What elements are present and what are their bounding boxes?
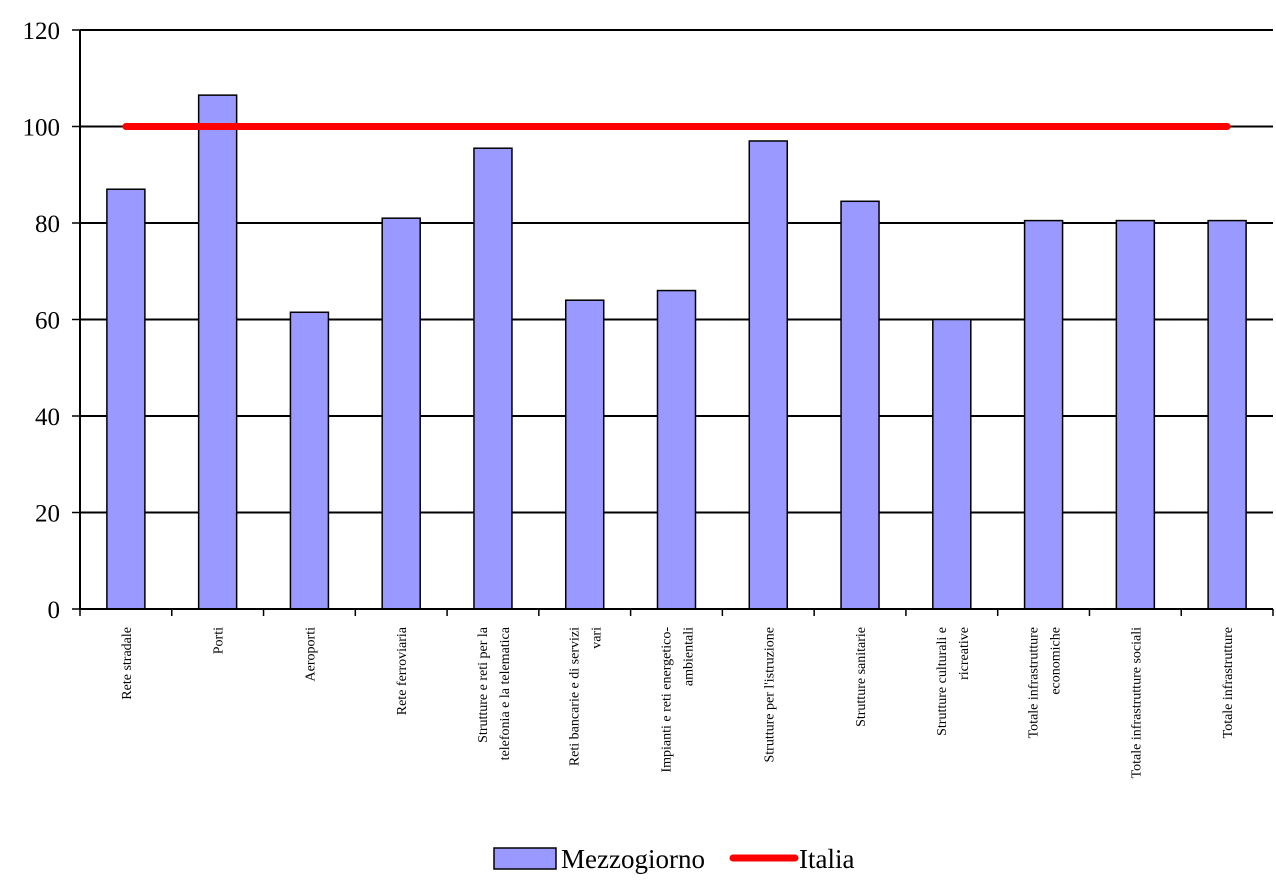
y-tick-label: 80	[35, 211, 60, 238]
y-tick-label: 60	[35, 308, 60, 335]
x-category-label: Impianti e reti energetico-	[660, 627, 675, 773]
y-tick-label: 20	[35, 501, 60, 528]
y-axis-tick-labels: 0 20 40 60 80 100 120	[23, 18, 61, 624]
bar	[564, 299, 605, 610]
y-tick-label: 120	[23, 18, 61, 45]
bar	[381, 217, 421, 610]
x-category-label: Aeroporti	[303, 627, 318, 682]
axes	[72, 29, 1274, 616]
x-category-label: Strutture e reti per la	[476, 626, 491, 743]
bar	[1207, 219, 1247, 610]
x-category-label: Reti bancarie e di servizi	[568, 627, 583, 766]
x-category-label: Rete stradale	[120, 627, 135, 700]
bar	[840, 200, 880, 610]
bar	[748, 140, 789, 610]
x-category-label: Porti	[212, 627, 227, 654]
x-category-label: Totale infrastrutture sociali	[1129, 627, 1144, 779]
x-category-label: ricreative	[957, 627, 972, 680]
x-category-label: Totale infrastrutture	[1027, 627, 1042, 738]
bar	[1115, 219, 1156, 610]
x-category-label: ambientali	[682, 627, 697, 686]
bar	[932, 318, 972, 610]
bar	[656, 289, 697, 610]
bar	[289, 311, 330, 610]
y-tick-label: 100	[23, 115, 61, 142]
x-category-label: Strutture culturali e	[935, 627, 950, 736]
legend-label-mezzogiorno: Mezzogiorno	[561, 844, 705, 874]
y-tick-label: 0	[48, 597, 61, 624]
x-axis-category-labels: Rete stradale Porti Aeroporti Rete ferrovia…	[120, 626, 1236, 778]
bar	[1023, 219, 1064, 610]
bar-series-mezzogiorno	[106, 94, 1247, 610]
legend-swatch-mezzogiorno	[493, 847, 557, 870]
x-category-label: telefonia e la telematica	[498, 626, 513, 760]
legend: Mezzogiorno Italia	[493, 844, 854, 874]
bar	[473, 147, 513, 610]
x-category-label: vari	[590, 627, 605, 649]
y-tick-label: 40	[35, 404, 60, 431]
x-category-label: Strutture per l'istruzione	[762, 627, 777, 763]
x-category-label: Strutture sanitarie	[854, 627, 869, 727]
x-category-label: Rete ferroviaria	[395, 626, 410, 715]
x-category-label: Totale infrastrutture	[1221, 627, 1236, 738]
legend-label-italia: Italia	[799, 844, 854, 874]
bar	[106, 188, 146, 610]
x-category-label: economiche	[1049, 627, 1064, 695]
bar	[197, 94, 238, 610]
